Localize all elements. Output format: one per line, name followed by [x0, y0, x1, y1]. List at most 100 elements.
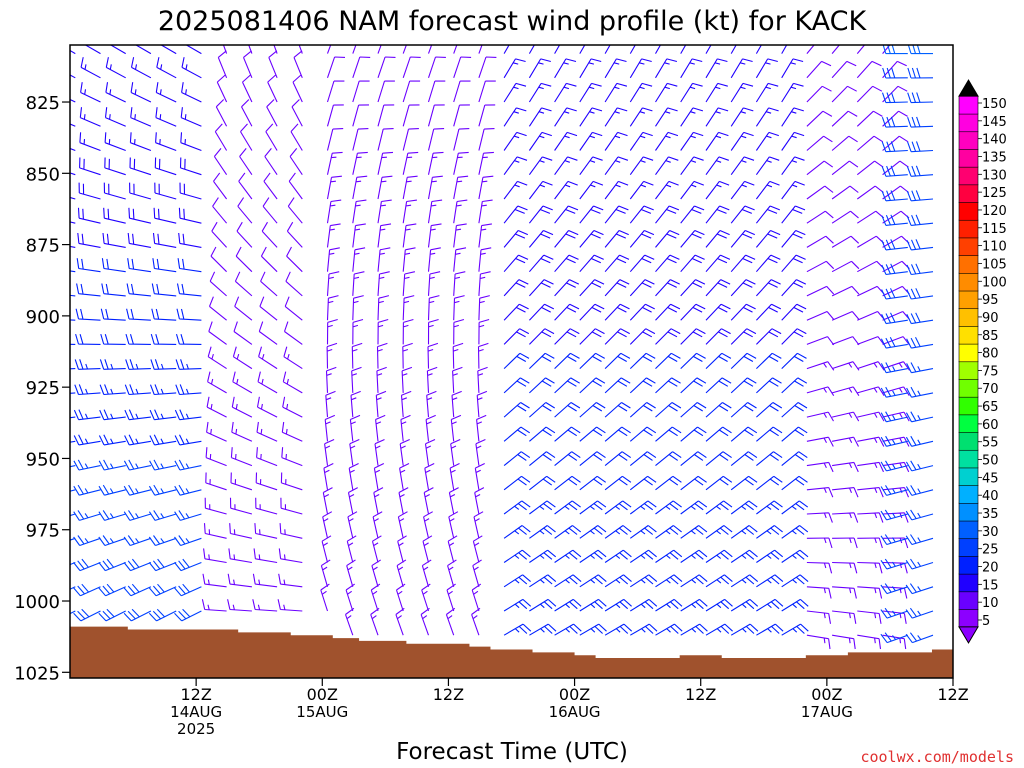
wind-barb [882, 336, 910, 346]
wind-barb [74, 359, 101, 370]
wind-barb [831, 361, 860, 371]
wind-barb [217, 50, 228, 79]
wind-barb [781, 279, 807, 297]
wind-barb [730, 402, 757, 418]
wind-barb [907, 92, 934, 104]
wind-barb [203, 548, 227, 564]
colorbar-segment [958, 113, 979, 133]
wind-barb [857, 310, 885, 321]
wind-barb [906, 386, 934, 398]
wind-barb [326, 247, 340, 272]
wind-barb [554, 574, 582, 588]
wind-barb [730, 229, 756, 248]
wind-barb [604, 328, 630, 345]
wind-barb [150, 333, 177, 345]
wind-barb [263, 172, 278, 200]
wind-barb [261, 221, 278, 248]
wind-barb [99, 384, 126, 396]
wind-barb [529, 426, 556, 442]
wind-barb [806, 135, 833, 151]
wind-barb [528, 58, 551, 79]
wind-barb [126, 283, 151, 297]
wind-barb [98, 558, 126, 572]
wind-barb [579, 574, 607, 588]
wind-barb [70, 221, 76, 224]
wind-barb [377, 45, 382, 54]
wind-barb [99, 409, 126, 421]
wind-barb [655, 549, 683, 563]
wind-barb [70, 123, 76, 127]
wind-barb [554, 45, 561, 54]
wind-barb [258, 321, 278, 345]
wind-barb [655, 475, 682, 491]
colorbar-bottom-arrow [958, 626, 979, 644]
wind-barb [238, 172, 253, 200]
wind-barb [396, 559, 407, 587]
wind-barb [280, 472, 303, 491]
wind-barb [806, 461, 834, 473]
wind-barb [857, 610, 882, 624]
wind-barb [125, 333, 151, 345]
wind-barb [730, 352, 757, 369]
wind-barb [755, 279, 781, 297]
wind-barb [882, 110, 908, 127]
wind-barb [579, 451, 606, 467]
wind-barb [205, 472, 227, 491]
wind-barb [880, 534, 908, 546]
wind-barb [453, 56, 472, 78]
wind-barb [478, 45, 483, 54]
wind-barb [351, 342, 363, 369]
wind-barb [212, 197, 228, 224]
wind-barb [148, 484, 177, 496]
wind-barb [326, 199, 342, 224]
wind-barb [427, 247, 441, 272]
wind-barb [452, 366, 463, 393]
wind-barb [629, 107, 653, 127]
wind-barb [452, 342, 464, 369]
wind-barb [427, 318, 439, 345]
wind-barb [832, 512, 859, 523]
wind-barb [806, 512, 833, 523]
wind-barb [326, 56, 346, 78]
wind-barb [655, 451, 682, 467]
wind-barb [242, 74, 253, 103]
wind-barb [324, 438, 335, 466]
wind-barb [215, 99, 228, 127]
wind-barb [345, 583, 356, 612]
wind-barb [98, 459, 126, 471]
wind-barb [377, 295, 390, 321]
wind-barb [655, 598, 683, 612]
wind-barb [806, 610, 832, 624]
wind-barb [655, 352, 681, 369]
wind-barb [174, 484, 202, 496]
wind-barb [755, 82, 779, 103]
chart-title: 2025081406 NAM forecast wind profile (kt… [158, 6, 868, 37]
colorbar-label: 65 [982, 400, 999, 415]
colorbar-segment [958, 555, 979, 575]
wind-barb [529, 303, 555, 321]
wind-barb [278, 548, 303, 564]
wind-barb [629, 352, 656, 369]
wind-barb [655, 303, 681, 321]
wind-barb [857, 210, 885, 224]
colorbar-label: 75 [982, 364, 999, 379]
wind-barb [680, 549, 708, 563]
wind-barb [503, 549, 531, 563]
wind-barb [70, 245, 76, 248]
wind-barb [207, 371, 227, 394]
wind-barb [856, 85, 883, 103]
wind-barb [152, 232, 177, 248]
wind-barb [323, 463, 334, 490]
wind-barb [604, 180, 629, 200]
colorbar-label: 100 [982, 275, 1007, 290]
wind-barb [74, 384, 101, 396]
speed-colorbar: 5 10 15 20 25 30 35 40 45 50 55 60 65 70 75 80 85 90 95 100… [958, 79, 1007, 644]
x-tick-label: 17AUG [801, 703, 853, 721]
wind-barb [503, 475, 531, 491]
wind-barb [756, 352, 782, 369]
wind-barb [579, 45, 586, 54]
wind-barb [174, 434, 202, 446]
wind-barb [180, 132, 202, 152]
wind-barb [213, 148, 228, 176]
wind-barb [806, 411, 834, 422]
